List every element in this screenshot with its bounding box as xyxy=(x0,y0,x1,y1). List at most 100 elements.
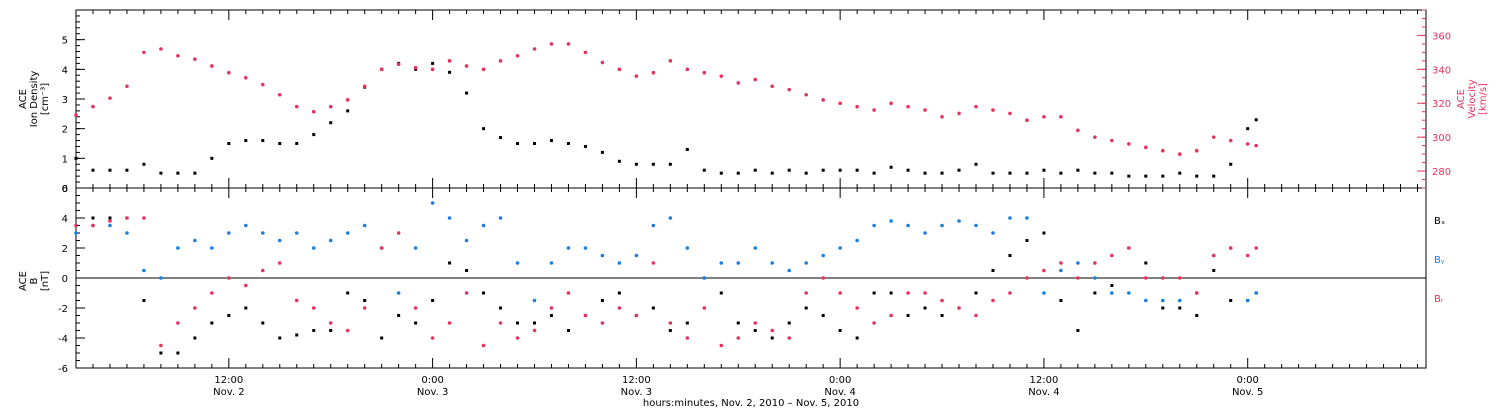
bz-point xyxy=(498,321,503,325)
bz-point xyxy=(804,291,808,295)
bx-point xyxy=(465,269,469,272)
b-axis-title-line2: B xyxy=(29,277,40,284)
bz-point xyxy=(74,223,78,228)
bz-point xyxy=(1008,291,1012,295)
density-tick-label: 5 xyxy=(62,36,68,47)
x-tick-time-label: 0:00 xyxy=(829,375,851,386)
velocity-tick-label: 340 xyxy=(1432,65,1451,76)
bz-point xyxy=(396,231,401,235)
density-point xyxy=(125,168,129,172)
x-tick-time-label: 0:00 xyxy=(421,375,443,386)
b-tick-label: 2 xyxy=(62,244,68,255)
density-point xyxy=(1127,174,1131,178)
bz-point xyxy=(311,306,316,310)
density-point xyxy=(685,147,689,151)
bx-point xyxy=(193,336,197,340)
velocity-point xyxy=(838,101,842,106)
bz-point xyxy=(515,336,520,340)
velocity-point xyxy=(311,109,316,114)
velocity-point xyxy=(74,113,78,117)
bx-point xyxy=(431,299,435,302)
by-point xyxy=(549,261,554,265)
by-point xyxy=(685,246,690,250)
density-point xyxy=(651,162,655,166)
bx-point xyxy=(1110,284,1114,287)
bx-point xyxy=(668,329,672,332)
bx-point xyxy=(108,216,112,220)
bx-point xyxy=(1093,291,1097,295)
by-point xyxy=(1025,216,1029,220)
by-point xyxy=(668,216,673,220)
density-series xyxy=(74,61,1258,178)
bz-point xyxy=(940,298,944,303)
bz-point xyxy=(889,313,893,318)
density-tick-label: 3 xyxy=(62,95,68,106)
velocity-point xyxy=(532,47,537,51)
bz-point xyxy=(668,321,673,325)
bz-point xyxy=(193,306,197,310)
x-tick-time-label: 12:00 xyxy=(622,375,651,386)
velocity-point xyxy=(345,98,350,102)
density-point xyxy=(431,61,435,65)
density-point xyxy=(1161,174,1165,178)
velocity-point xyxy=(413,65,418,70)
by-point xyxy=(1254,291,1258,295)
bz-point xyxy=(1059,261,1063,265)
by-point xyxy=(770,261,775,265)
by-point xyxy=(821,253,825,258)
by-point xyxy=(277,238,282,243)
bz-point xyxy=(277,261,282,265)
bz-point xyxy=(294,298,299,303)
by-point xyxy=(1160,298,1165,303)
bx-point xyxy=(244,306,248,310)
density-point xyxy=(1212,174,1216,178)
velocity-point xyxy=(142,50,146,55)
velocity-point xyxy=(498,59,503,63)
density-point xyxy=(549,139,553,143)
density-point xyxy=(346,109,350,113)
bx-point xyxy=(278,336,282,340)
bx-point xyxy=(516,321,520,325)
density-point xyxy=(906,168,910,172)
bz-point xyxy=(481,343,486,348)
bx-point xyxy=(1144,261,1148,265)
velocity-point xyxy=(1228,138,1233,143)
bx-point xyxy=(210,321,214,325)
velocity-point xyxy=(1245,142,1250,146)
density-tick-label: 0 xyxy=(62,184,68,195)
bx-point xyxy=(227,314,231,317)
bz-point xyxy=(600,321,605,325)
density-point xyxy=(1144,174,1148,178)
bx-point xyxy=(770,336,774,340)
bx-point xyxy=(176,351,180,355)
density-point xyxy=(838,168,842,172)
by-point xyxy=(210,246,214,250)
by-point xyxy=(702,276,707,280)
bx-point xyxy=(1161,306,1165,310)
density-point xyxy=(770,171,774,175)
bz-point xyxy=(159,343,163,348)
by-point xyxy=(566,246,571,250)
x-tick-day-label: Nov. 3 xyxy=(417,387,448,398)
velocity-point xyxy=(872,108,876,112)
bz-point xyxy=(821,276,825,280)
bz-point xyxy=(142,216,146,220)
density-point xyxy=(91,168,95,172)
legend-by: Bᵧ xyxy=(1434,255,1445,266)
by-point xyxy=(125,231,129,235)
by-point xyxy=(1177,298,1182,303)
x-tick-time-label: 0:00 xyxy=(1236,375,1258,386)
x-tick-day-label: Nov. 4 xyxy=(824,387,855,398)
density-point xyxy=(753,168,757,172)
density-point xyxy=(499,136,503,140)
velocity-point xyxy=(1177,152,1182,156)
density-point xyxy=(600,150,604,154)
by-point xyxy=(108,223,112,228)
bx-point xyxy=(838,329,842,332)
density-point xyxy=(532,142,536,145)
velocity-point xyxy=(736,81,741,85)
velocity-point xyxy=(617,67,622,72)
velocity-point xyxy=(1008,111,1012,116)
velocity-point xyxy=(1144,145,1148,150)
bz-point xyxy=(617,306,622,310)
